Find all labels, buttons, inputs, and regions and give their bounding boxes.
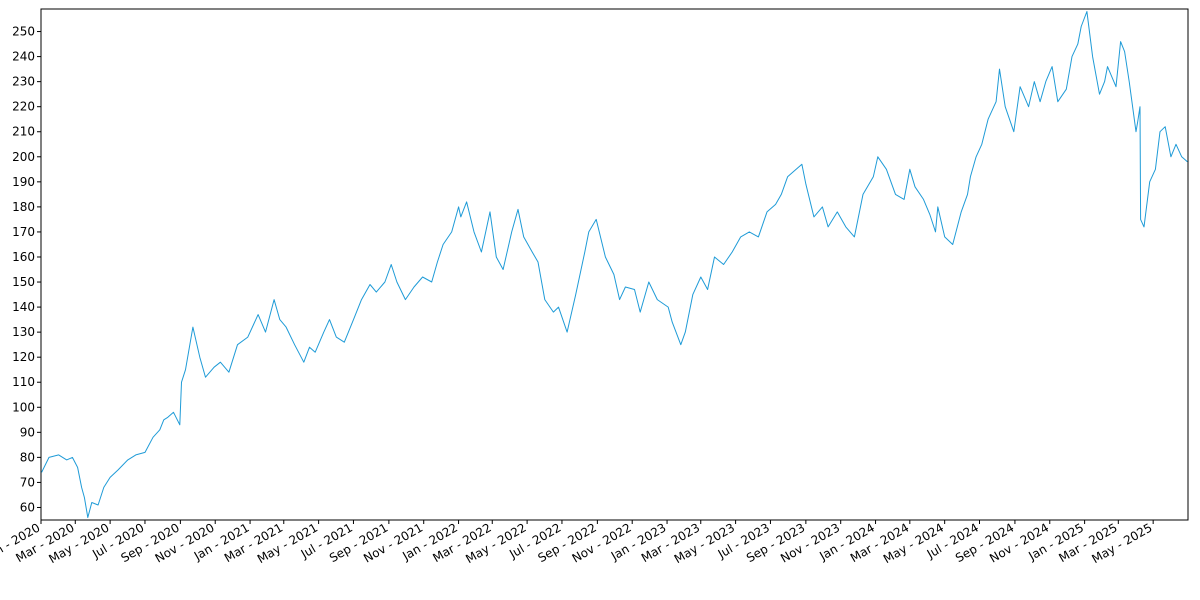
y-tick-label: 70 <box>20 475 35 489</box>
y-tick-label: 60 <box>20 500 35 514</box>
plot-frame <box>40 8 1189 521</box>
y-tick-label: 150 <box>12 275 35 289</box>
y-tick-label: 140 <box>12 300 35 314</box>
y-tick-label: 230 <box>12 75 35 89</box>
y-tick-label: 80 <box>20 450 35 464</box>
y-tick-label: 100 <box>12 400 35 414</box>
y-tick-label: 240 <box>12 50 35 64</box>
y-tick-label: 120 <box>12 350 35 364</box>
y-tick-label: 160 <box>12 250 35 264</box>
y-axis: 60 70 80 90 100 110 120 130 140 150 160 170 180 190 20… <box>12 25 41 514</box>
y-tick-label: 130 <box>12 325 35 339</box>
series-group <box>41 11 1188 518</box>
y-tick-label: 190 <box>12 175 35 189</box>
y-tick-label: 90 <box>20 425 35 439</box>
y-tick-label: 220 <box>12 100 35 114</box>
y-tick-label: 170 <box>12 225 35 239</box>
y-tick-label: 180 <box>12 200 35 214</box>
y-tick-label: 250 <box>12 25 35 39</box>
y-tick-label: 200 <box>12 150 35 164</box>
y-tick-label: 110 <box>12 375 35 389</box>
y-tick-label: 210 <box>12 125 35 139</box>
series-line <box>41 11 1188 518</box>
